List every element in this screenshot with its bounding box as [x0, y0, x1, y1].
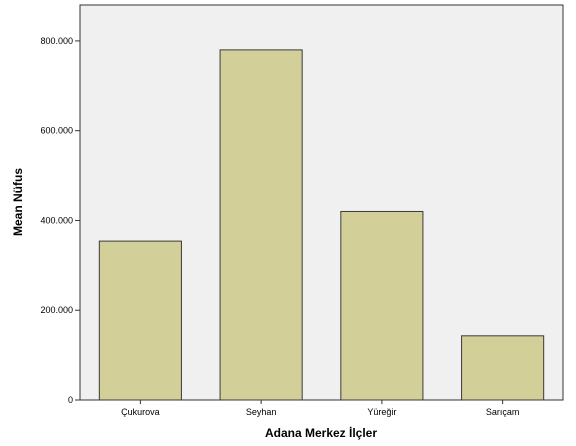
bar-4: [461, 335, 545, 401]
y-axis-ticks: 0 200.000 400.000 600.000 800.000: [40, 36, 80, 405]
x-axis-ticks: Çukurova Seyhan Yüreğir Sarıçam: [121, 400, 519, 417]
x-axis-title: Adana Merkez İlçler: [265, 425, 377, 440]
x-tick-label: Seyhan: [246, 407, 277, 417]
y-tick-label: 600.000: [40, 126, 73, 136]
x-tick-label: Sarıçam: [486, 407, 520, 417]
y-tick-label: 800.000: [40, 36, 73, 46]
bar-1: [98, 240, 182, 401]
bar-3: [340, 210, 424, 401]
y-tick-label: 400.000: [40, 215, 73, 225]
y-tick-label: 200.000: [40, 305, 73, 315]
bars-group: [98, 49, 545, 401]
bar-2: [219, 49, 303, 401]
y-axis-title: Mean Nüfus: [11, 168, 25, 236]
x-tick-label: Yüreğir: [367, 407, 396, 417]
x-tick-label: Çukurova: [121, 407, 160, 417]
y-tick-label: 0: [68, 395, 73, 405]
